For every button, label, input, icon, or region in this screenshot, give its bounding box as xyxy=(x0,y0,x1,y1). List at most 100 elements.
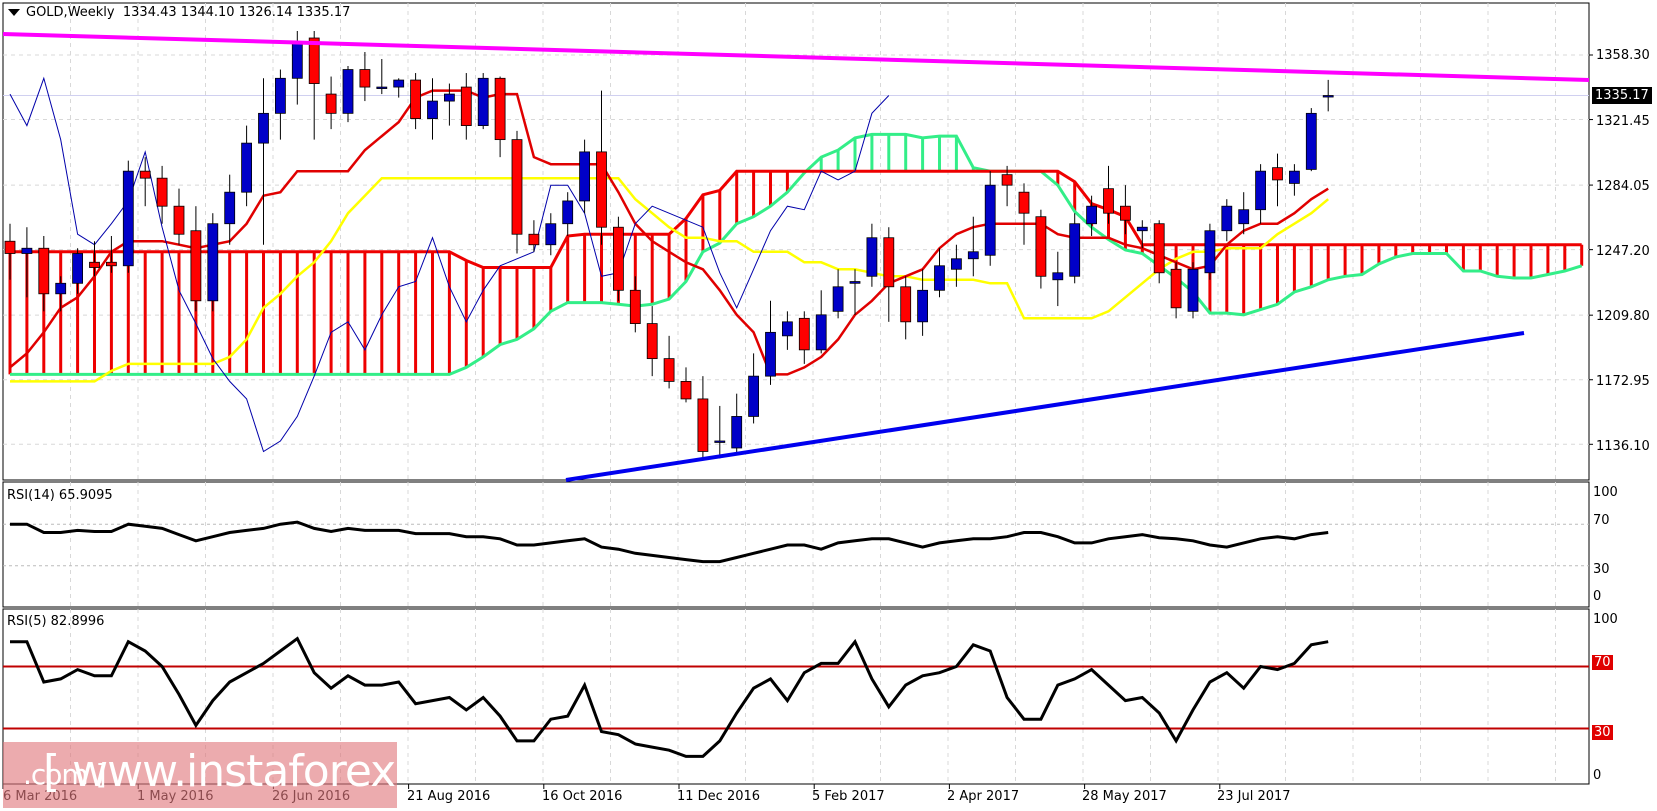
price-label: 1136.10 xyxy=(1596,439,1650,454)
candle-body xyxy=(562,200,574,225)
candle-body xyxy=(1052,272,1064,281)
candle-body xyxy=(410,79,422,119)
candle-body xyxy=(4,240,16,254)
candle-body xyxy=(460,86,472,127)
candle-body xyxy=(832,286,844,312)
chart-title: GOLD,Weekly 1334.43 1344.10 1326.14 1335… xyxy=(8,5,350,20)
candle-body xyxy=(21,247,33,254)
candle-body xyxy=(613,226,624,291)
candle-body xyxy=(511,139,523,235)
candle-body xyxy=(1204,230,1216,274)
candle-body xyxy=(934,265,945,291)
candle-body xyxy=(646,323,658,360)
watermark: [ www.instaforex .com ] xyxy=(3,742,397,808)
candle-body xyxy=(1322,95,1334,98)
candle-body xyxy=(173,205,185,235)
candle-body xyxy=(1238,209,1250,225)
candle-body xyxy=(1069,223,1081,277)
candle-body xyxy=(325,93,337,114)
rsi14-level-0: 0 xyxy=(1593,589,1602,604)
candle-body xyxy=(849,281,861,284)
rsi14-level-70: 70 xyxy=(1593,513,1610,528)
candle-body xyxy=(1018,191,1030,214)
candle-body xyxy=(1086,205,1097,225)
candle-body xyxy=(1305,112,1317,170)
support-trendline xyxy=(565,331,1525,482)
candle-body xyxy=(596,151,607,228)
rsi14-label: RSI(14) 65.9095 xyxy=(7,488,113,503)
candle-body xyxy=(224,191,236,225)
date-label: 23 Jul 2017 xyxy=(1217,789,1291,804)
candle-body xyxy=(579,151,590,202)
rsi14-level-30: 30 xyxy=(1593,562,1610,577)
candle-body xyxy=(782,321,793,337)
candle-body xyxy=(917,289,928,323)
candle-body xyxy=(697,398,709,452)
price-label: 1172.95 xyxy=(1596,374,1650,389)
candle-body xyxy=(765,331,776,377)
candle-body xyxy=(443,93,455,102)
candle-body xyxy=(376,86,388,89)
candle-body xyxy=(748,375,759,417)
date-label: 21 Aug 2016 xyxy=(407,789,491,804)
price-label: 1358.30 xyxy=(1596,48,1650,63)
price-label: 1209.80 xyxy=(1596,309,1650,324)
candle-body xyxy=(629,289,641,324)
date-label: 28 May 2017 xyxy=(1082,789,1167,804)
candle-body xyxy=(680,381,692,400)
candle-body xyxy=(866,237,878,277)
candle-body xyxy=(951,258,962,270)
candle-body xyxy=(545,223,557,246)
senkou-span-a xyxy=(10,132,1583,376)
candle-body xyxy=(798,317,810,351)
candle-body xyxy=(900,286,912,323)
main-panel xyxy=(2,2,1590,481)
candle-body xyxy=(241,142,253,193)
candle-body xyxy=(308,37,320,84)
ohlc-open: 1334.43 xyxy=(122,5,177,20)
candle-body xyxy=(359,69,371,88)
candle-body xyxy=(427,100,438,119)
candle-body xyxy=(1035,216,1047,277)
candle-body xyxy=(1289,170,1300,184)
price-label: 1284.05 xyxy=(1596,179,1650,194)
ohlc-low: 1326.14 xyxy=(238,5,293,20)
candle-body xyxy=(1001,174,1013,186)
rsi14-line xyxy=(10,520,1329,564)
candle-body xyxy=(1255,170,1266,211)
candle-body xyxy=(494,77,506,141)
candle-body xyxy=(393,79,405,88)
candle-body xyxy=(274,77,286,114)
rsi5-band-30-tag: 30 xyxy=(1592,725,1613,740)
candle-body xyxy=(477,77,489,127)
symbol-label: GOLD,Weekly xyxy=(26,5,115,20)
candle-body xyxy=(1136,226,1148,232)
candle-body xyxy=(714,440,726,443)
candle-body xyxy=(342,69,354,114)
watermark-text: [ www.instaforex xyxy=(43,746,396,797)
date-label: 2 Apr 2017 xyxy=(947,789,1020,804)
rsi5-band-70-tag: 70 xyxy=(1592,655,1613,670)
candle-body xyxy=(1187,268,1199,312)
candle-body xyxy=(663,358,675,382)
candle-body xyxy=(55,282,67,295)
resistance-trendline xyxy=(2,32,1590,82)
senkou-span-b xyxy=(10,169,1582,269)
candle-body xyxy=(1120,205,1131,221)
candle-body xyxy=(89,261,100,268)
candle-body xyxy=(38,247,50,295)
candle-body xyxy=(139,170,151,179)
date-label: 5 Feb 2017 xyxy=(812,789,885,804)
ohlc-high: 1344.10 xyxy=(180,5,235,20)
candle-body xyxy=(1221,205,1233,232)
rsi5-label: RSI(5) 82.8996 xyxy=(7,614,105,629)
candle-body xyxy=(106,261,117,267)
watermark-suffix: .com ] xyxy=(23,758,107,791)
candle-body xyxy=(156,177,168,207)
price-label: 1321.45 xyxy=(1596,114,1650,129)
chikou-span-line xyxy=(9,76,890,453)
candle-body xyxy=(984,184,996,256)
candle-body xyxy=(72,253,83,284)
dropdown-triangle-icon[interactable] xyxy=(8,9,20,16)
